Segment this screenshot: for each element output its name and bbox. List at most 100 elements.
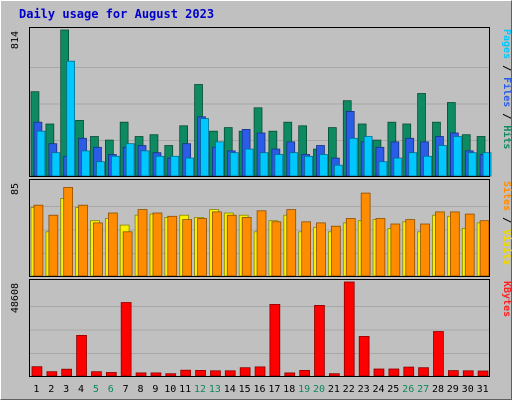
bar-sites-day-20	[316, 222, 326, 277]
bar-sites-day-18	[286, 209, 297, 277]
bar-sites-day-5	[93, 222, 103, 277]
x-tick-label-day-2: 2	[48, 384, 54, 395]
x-tick-label-day-6: 6	[108, 384, 114, 395]
x-tick-label-day-23: 23	[358, 384, 370, 395]
chart-title: Daily usage for August 2023	[19, 7, 214, 21]
panel-background	[29, 279, 490, 377]
x-tick-label-day-11: 11	[179, 384, 191, 395]
bar-kbytes-day-17	[269, 303, 281, 377]
bar-pages-day-26	[408, 152, 418, 177]
chart-panels: 814 Pages / Files / Hits 85 Sites / Visits 4…	[10, 27, 512, 377]
bar-kbytes-day-26	[403, 366, 415, 377]
bar-kbytes-day-25	[388, 368, 400, 377]
bar-pages-day-14	[229, 152, 239, 177]
bar-pages-day-25	[393, 157, 403, 177]
x-tick-label-day-19: 19	[298, 384, 310, 395]
bar-sites-day-7	[122, 231, 133, 277]
bar-pages-day-30	[467, 152, 477, 177]
bar-pages-day-18	[289, 152, 299, 177]
bar-sites-day-24	[375, 218, 386, 277]
x-tick-label-day-12: 12	[194, 384, 206, 395]
bar-pages-day-19	[304, 155, 314, 177]
bar-sites-day-30	[464, 213, 475, 277]
bar-sites-day-28	[435, 211, 445, 277]
x-tick-label-day-22: 22	[343, 384, 355, 395]
bar-pages-day-7	[125, 143, 135, 177]
panel-top: 814 Pages / Files / Hits	[10, 27, 512, 177]
bar-kbytes-day-19	[299, 369, 311, 377]
bar-sites-day-13	[212, 211, 222, 277]
bar-kbytes-day-16	[254, 366, 266, 377]
x-tick-label-day-21: 21	[328, 384, 340, 395]
bar-sites-day-17	[271, 221, 282, 277]
bar-pages-day-22	[348, 137, 358, 177]
bar-pages-day-6	[111, 155, 120, 177]
bar-sites-day-23	[360, 192, 371, 277]
bar-sites-day-10	[167, 215, 178, 277]
bar-sites-day-22	[345, 218, 356, 277]
bar-sites-day-11	[182, 219, 192, 277]
x-tick-label-day-16: 16	[253, 384, 265, 395]
x-tick-label-day-14: 14	[224, 384, 236, 395]
x-tick-label-day-29: 29	[447, 384, 459, 395]
bar-kbytes-day-7	[120, 302, 132, 377]
bar-sites-day-4	[78, 204, 88, 277]
x-tick-label-day-1: 1	[33, 384, 39, 395]
bar-sites-day-2	[48, 214, 59, 277]
bar-pages-day-12	[200, 118, 209, 177]
y-max-label: 814	[10, 31, 21, 49]
x-tick-label-day-18: 18	[283, 384, 295, 395]
panel-border	[29, 27, 490, 177]
bar-kbytes-day-14	[224, 370, 236, 377]
bar-sites-day-26	[405, 219, 416, 277]
bar-kbytes-day-15	[239, 367, 251, 377]
bar-sites-day-14	[226, 214, 237, 277]
bar-kbytes-day-21	[328, 373, 340, 377]
bar-pages-day-17	[274, 154, 284, 177]
bar-sites-day-3	[63, 187, 74, 277]
bar-kbytes-day-4	[76, 334, 87, 377]
x-tick-label-day-7: 7	[123, 384, 129, 395]
panel-bottom: 48608 KBytes	[10, 279, 512, 377]
x-tick-label-day-27: 27	[417, 384, 429, 395]
y-axis-label: Sites / Visits	[501, 181, 512, 265]
bar-kbytes-day-11	[180, 369, 191, 377]
panel-middle: 85 Sites / Visits	[10, 179, 512, 277]
bar-kbytes-day-2	[46, 371, 58, 377]
bar-sites-day-6	[108, 212, 118, 277]
bar-pages-day-24	[378, 161, 388, 177]
bar-pages-day-3	[66, 60, 75, 177]
bar-pages-day-27	[423, 155, 432, 177]
x-tick-label-day-31: 31	[477, 384, 489, 395]
bar-kbytes-day-8	[135, 372, 147, 377]
bar-pages-day-13	[215, 141, 224, 177]
bar-kbytes-day-5	[91, 371, 102, 377]
bar-pages-day-28	[438, 145, 447, 177]
bar-kbytes-day-12	[195, 369, 206, 377]
bar-sites-day-29	[449, 211, 460, 277]
bar-sites-day-31	[479, 220, 490, 277]
bar-pages-day-20	[319, 154, 328, 177]
panel-border	[29, 179, 490, 277]
bar-pages-day-16	[259, 152, 269, 177]
x-tick-label-day-5: 5	[93, 384, 99, 395]
bar-sites-day-12	[197, 218, 207, 277]
bar-pages-day-23	[363, 136, 373, 177]
bar-kbytes-day-6	[106, 372, 117, 377]
bar-pages-day-10	[170, 155, 180, 177]
x-tick-label-day-15: 15	[239, 384, 251, 395]
bar-kbytes-day-28	[433, 331, 444, 377]
x-tick-label-day-10: 10	[164, 384, 176, 395]
bar-pages-day-29	[452, 136, 462, 177]
bar-kbytes-day-30	[462, 370, 474, 377]
bar-pages-day-5	[96, 161, 105, 177]
bar-sites-day-1	[33, 204, 44, 277]
y-axis-label: Pages / Files / Hits	[501, 29, 512, 149]
y-axis-label: KBytes	[501, 281, 512, 317]
x-tick-label-day-3: 3	[63, 384, 69, 395]
x-tick-label-day-13: 13	[209, 384, 221, 395]
bar-pages-day-11	[185, 157, 194, 177]
bar-kbytes-day-3	[61, 368, 73, 377]
x-tick-label-day-8: 8	[137, 384, 143, 395]
bar-sites-day-25	[390, 223, 401, 277]
